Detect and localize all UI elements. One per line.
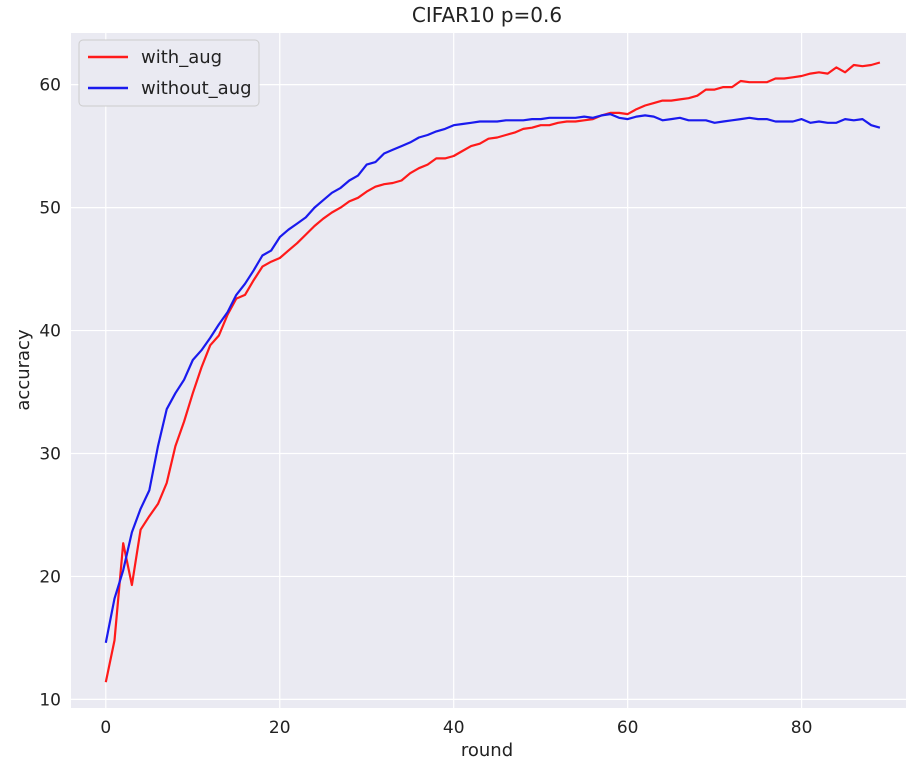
x-tick-label: 40 xyxy=(443,718,465,738)
series-lines xyxy=(104,61,881,683)
y-tick-label: 40 xyxy=(39,322,61,342)
x-tick-labels: 0 20 40 60 80 xyxy=(100,718,812,738)
legend: with_aug without_aug xyxy=(78,39,260,107)
y-tick-label: 30 xyxy=(39,444,61,464)
y-tick-label: 50 xyxy=(39,199,61,219)
x-tick-label: 80 xyxy=(791,718,813,738)
legend-label-without-aug: without_aug xyxy=(141,78,252,99)
y-tick-label: 20 xyxy=(39,567,61,587)
series-line-without-aug xyxy=(104,112,881,644)
y-axis-title: accuracy xyxy=(13,329,34,411)
y-tick-label: 60 xyxy=(39,76,61,96)
chart-title: CIFAR10 p=0.6 xyxy=(412,3,562,27)
x-tick-label: 20 xyxy=(269,718,291,738)
plot-area xyxy=(71,33,906,708)
legend-label-with-aug: with_aug xyxy=(141,47,222,68)
y-tick-labels: 10 20 30 40 50 60 xyxy=(39,76,61,711)
x-tick-label: 60 xyxy=(617,718,639,738)
y-tick-label: 10 xyxy=(39,690,61,710)
series-line-with-aug xyxy=(104,61,881,683)
x-axis-title: round xyxy=(461,740,513,761)
x-tick-label: 0 xyxy=(100,718,111,738)
